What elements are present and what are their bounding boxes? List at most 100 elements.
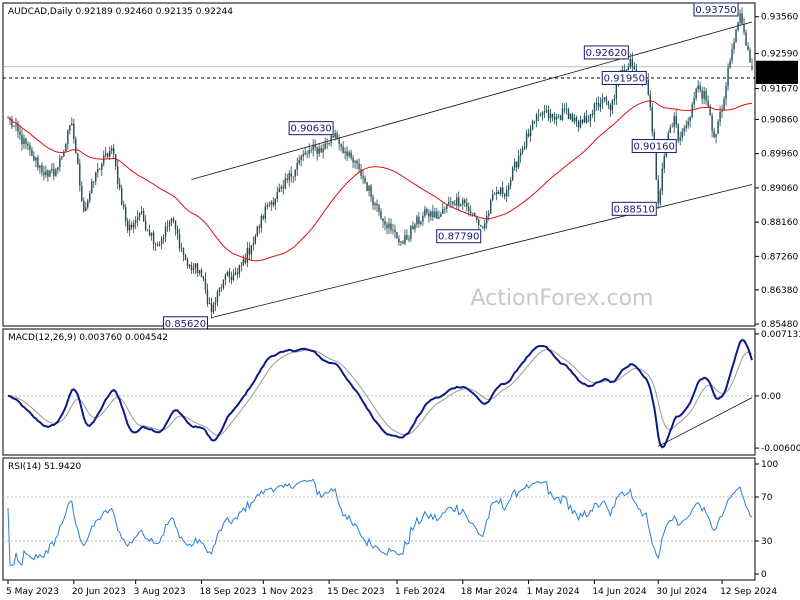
candle bbox=[188, 264, 191, 269]
candle-body bbox=[747, 45, 749, 51]
candle bbox=[204, 272, 207, 294]
candle bbox=[601, 93, 604, 109]
candle bbox=[517, 149, 520, 170]
candle bbox=[703, 86, 705, 105]
candle bbox=[707, 95, 709, 108]
candle bbox=[559, 114, 562, 121]
candle-body bbox=[713, 131, 715, 137]
candle-body bbox=[228, 271, 231, 278]
candle bbox=[348, 150, 350, 159]
candle-body bbox=[71, 123, 73, 126]
candle-body bbox=[691, 104, 693, 117]
candle-body bbox=[132, 223, 135, 228]
candle bbox=[55, 167, 57, 177]
candle bbox=[607, 100, 610, 109]
candle-body bbox=[246, 248, 249, 263]
candle-body bbox=[509, 179, 512, 186]
candle bbox=[49, 170, 51, 178]
candle bbox=[174, 220, 177, 236]
candle-body bbox=[675, 115, 677, 125]
candle-body bbox=[146, 229, 149, 231]
candle bbox=[150, 232, 153, 241]
candle-body bbox=[695, 88, 697, 99]
candle-body bbox=[117, 166, 119, 184]
candle-body bbox=[158, 244, 161, 246]
candle-body bbox=[705, 90, 707, 101]
annotation-label: 0.85620 bbox=[165, 319, 206, 330]
candle-body bbox=[593, 104, 596, 115]
candle-body bbox=[210, 303, 213, 312]
price-y-tick-label: 0.86380 bbox=[761, 286, 798, 296]
candle-body bbox=[164, 226, 167, 238]
candle bbox=[312, 138, 314, 157]
candle-body bbox=[65, 143, 67, 152]
x-tick-label: 12 Sep 2024 bbox=[720, 587, 777, 597]
candle bbox=[228, 268, 231, 283]
candle-body bbox=[390, 223, 392, 231]
candle bbox=[81, 181, 83, 203]
candle bbox=[314, 139, 316, 151]
candle bbox=[138, 212, 141, 221]
candle-body bbox=[468, 206, 470, 212]
candle-body bbox=[45, 170, 47, 176]
current-price-tag: 0.92244 bbox=[756, 60, 798, 73]
candle bbox=[521, 145, 524, 155]
current-price-tag-bg bbox=[756, 60, 798, 73]
candle bbox=[172, 216, 175, 224]
candle bbox=[382, 218, 384, 228]
candle-body bbox=[677, 124, 679, 141]
candle-body bbox=[486, 215, 488, 224]
candle-body bbox=[603, 97, 606, 99]
rsi-line bbox=[7, 478, 753, 567]
candle bbox=[308, 143, 310, 158]
candle-body bbox=[270, 201, 272, 205]
candle-body bbox=[372, 196, 374, 206]
candle-body bbox=[597, 102, 600, 107]
candle bbox=[250, 245, 253, 261]
candle bbox=[15, 117, 17, 132]
candle bbox=[140, 206, 143, 216]
candle bbox=[29, 142, 31, 157]
candle bbox=[410, 224, 412, 242]
level-price-tag: 0.91950 bbox=[756, 71, 798, 84]
candle-body bbox=[276, 192, 278, 199]
x-tick-label: 14 Jun 2024 bbox=[592, 587, 646, 597]
candle-body bbox=[17, 124, 19, 132]
candle-body bbox=[292, 176, 294, 177]
candle bbox=[362, 169, 364, 185]
candle bbox=[633, 62, 636, 70]
candle bbox=[146, 229, 149, 232]
candle bbox=[390, 218, 392, 234]
candle bbox=[342, 140, 344, 154]
candle bbox=[446, 203, 448, 213]
candle-body bbox=[172, 218, 175, 221]
candle bbox=[278, 183, 280, 193]
candle-body bbox=[647, 79, 649, 95]
candle-body bbox=[93, 181, 95, 183]
candle bbox=[69, 124, 71, 135]
candle-body bbox=[236, 272, 239, 274]
candle-body bbox=[81, 185, 83, 201]
candle bbox=[631, 52, 634, 73]
candle bbox=[95, 171, 97, 186]
candle bbox=[545, 105, 548, 113]
candle-body bbox=[340, 143, 342, 147]
macd-trendline bbox=[658, 397, 753, 447]
candle-body bbox=[511, 167, 514, 180]
candle bbox=[523, 141, 526, 150]
candle-body bbox=[448, 201, 450, 205]
candle-body bbox=[178, 234, 181, 249]
candle-body bbox=[416, 216, 418, 225]
candle-body bbox=[148, 230, 151, 236]
candle-body bbox=[493, 193, 496, 195]
candle-body bbox=[458, 197, 460, 207]
candle-body bbox=[37, 157, 39, 168]
candle bbox=[478, 218, 480, 231]
candle-body bbox=[392, 229, 394, 231]
candle bbox=[567, 107, 570, 120]
candle-body bbox=[573, 117, 576, 122]
candle bbox=[236, 268, 239, 280]
rsi-y-tick-label: 30 bbox=[761, 537, 773, 547]
candle-body bbox=[569, 114, 572, 119]
candle-body bbox=[679, 137, 681, 141]
